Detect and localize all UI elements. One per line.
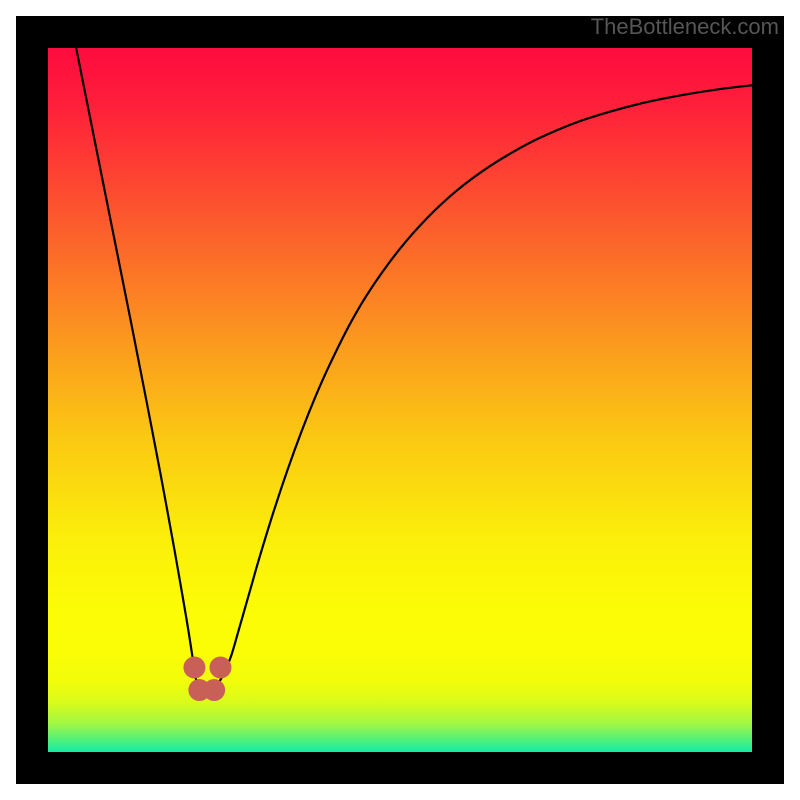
- plot-frame: [16, 16, 784, 784]
- figure: TheBottleneck.com: [0, 0, 800, 800]
- watermark-text: TheBottleneck.com: [591, 14, 779, 40]
